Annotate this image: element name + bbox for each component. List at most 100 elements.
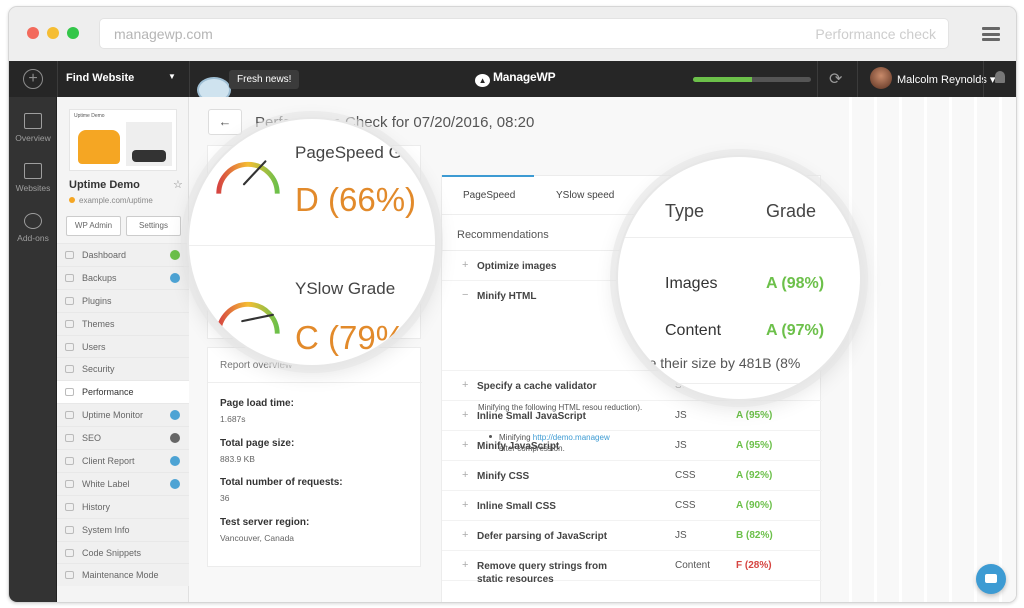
address-bar[interactable]: managewp.com Performance check: [99, 18, 949, 49]
detail-link[interactable]: http://demo.managew: [532, 433, 610, 442]
recommendation-type: CSS: [675, 470, 696, 481]
app-topbar: + Find Website ▼ Fresh news! ▲ ManageWP ⟳…: [9, 61, 1016, 103]
add-website-button[interactable]: +: [23, 69, 43, 89]
refresh-icon[interactable]: ⟳: [829, 71, 843, 88]
star-icon[interactable]: ☆: [173, 179, 183, 191]
settings-badge-icon[interactable]: [170, 478, 180, 489]
settings-badge-icon[interactable]: [170, 456, 180, 467]
rail-item-addons[interactable]: Add-ons: [9, 213, 57, 243]
recommendation-grade: F (28%): [736, 560, 772, 571]
rail-item-websites[interactable]: Websites: [9, 163, 57, 193]
hamburger-menu-icon[interactable]: [982, 27, 1000, 41]
recommendation-row[interactable]: + Inline Small CSS CSS A (90%): [442, 491, 822, 521]
settings-badge-icon[interactable]: [170, 272, 180, 283]
sidebar-item-label: Dashboard: [82, 250, 127, 260]
logo-mark-icon: ▲: [475, 74, 490, 87]
sidebar-item-code-snippets[interactable]: Code Snippets: [57, 540, 189, 564]
browser-chrome: managewp.com Performance check: [9, 7, 1016, 61]
back-button[interactable]: ←: [208, 109, 242, 135]
sidebar-item-dashboard[interactable]: Dashboard: [57, 243, 189, 266]
close-window-button[interactable]: [27, 27, 39, 39]
site-name: Uptime Demo: [69, 179, 140, 191]
settings-button[interactable]: Settings: [126, 216, 181, 236]
site-url-text: example.com/uptime: [79, 196, 153, 205]
sidebar-item-label: White Label: [82, 478, 130, 489]
user-menu[interactable]: Malcolm Reynolds ▾: [897, 74, 996, 86]
overview-label: Page load time:: [220, 398, 294, 409]
divider: [57, 61, 58, 97]
recommendation-row[interactable]: + Inline Small JavaScript JS A (95%): [442, 401, 822, 431]
system-info-icon: [65, 525, 74, 534]
minimize-window-button[interactable]: [47, 27, 59, 39]
site-url[interactable]: example.com/uptime: [69, 196, 153, 205]
rail-label: Add-ons: [17, 233, 49, 243]
overview-label: Total number of requests:: [220, 477, 343, 488]
overview-label: Total page size:: [220, 438, 295, 449]
recommendation-grade: A (92%): [736, 470, 773, 481]
history-icon: [65, 502, 74, 511]
chat-button[interactable]: [976, 564, 1006, 594]
sidebar-item-security[interactable]: Security: [57, 357, 189, 381]
sidebar-item-uptime-monitor[interactable]: Uptime Monitor: [57, 403, 189, 427]
maximize-window-button[interactable]: [67, 27, 79, 39]
recommendation-row[interactable]: + Minify JavaScript JS A (95%): [442, 431, 822, 461]
expand-toggle-icon: +: [462, 439, 469, 451]
recommendation-row[interactable]: + Defer parsing of JavaScript JS B (82%): [442, 521, 822, 551]
recommendation-row[interactable]: + Remove query strings from static resour…: [442, 551, 822, 585]
sidebar-item-client-report[interactable]: Client Report: [57, 449, 189, 472]
sidebar-item-white-label[interactable]: White Label: [57, 471, 189, 495]
divider: [857, 61, 858, 97]
chevron-down-icon: ▼: [168, 72, 176, 81]
overview-value: 1.687s: [220, 414, 246, 424]
rail-item-overview[interactable]: Overview: [9, 113, 57, 143]
white-label-icon: [65, 479, 74, 488]
expand-toggle-icon: −: [462, 289, 469, 301]
sidebar-item-backups[interactable]: Backups: [57, 265, 189, 289]
tab-pagespeed[interactable]: PageSpeed: [442, 175, 534, 201]
settings-badge-icon[interactable]: [170, 410, 180, 421]
backups-icon: [65, 273, 74, 282]
site-thumbnail[interactable]: Uptime Demo: [69, 109, 177, 171]
settings-badge-icon[interactable]: [170, 433, 180, 444]
recommendation-grade: A (95%): [736, 410, 773, 421]
notifications-bell-icon[interactable]: [995, 71, 1005, 83]
settings-badge-icon[interactable]: [170, 250, 180, 260]
sidebar-item-performance[interactable]: Performance: [57, 380, 189, 404]
managewp-logo: ▲ ManageWP: [475, 70, 556, 87]
recommendations-heading: Recommendations: [457, 229, 549, 241]
tab-yslow[interactable]: YSlow speed: [556, 190, 615, 201]
sidebar-item-maintenance-mode[interactable]: Maintenance Mode: [57, 563, 189, 587]
sidebar-item-seo[interactable]: SEO: [57, 426, 189, 450]
zoom-detail-text: duce their size by 481B (8%: [626, 355, 801, 371]
overview-value: Vancouver, Canada: [220, 533, 295, 543]
recommendation-name: Minify CSS: [477, 471, 530, 482]
zoom-type: Images: [665, 275, 718, 292]
zoom-grade: A (98%): [766, 275, 825, 292]
expand-toggle-icon: +: [462, 379, 469, 391]
sidebar-item-label: Maintenance Mode: [82, 570, 159, 581]
zoom-type: Content: [665, 322, 722, 339]
report-overview-title: Report overview: [220, 360, 293, 371]
sidebar-item-themes[interactable]: Themes: [57, 311, 189, 335]
site-sidebar: Uptime Demo Uptime Demo ☆ example.com/up…: [57, 97, 189, 602]
wp-admin-button[interactable]: WP Admin: [66, 216, 121, 236]
seo-icon: [65, 434, 74, 443]
sidebar-item-plugins[interactable]: Plugins: [57, 288, 189, 312]
recommendation-name: Defer parsing of JavaScript: [477, 531, 608, 542]
code-snippets-icon: [65, 548, 74, 557]
overview-label: Test server region:: [220, 517, 310, 528]
report-overview: Report overview Page load time: 1.687s T…: [207, 347, 422, 567]
recommendation-name: Optimize images: [477, 261, 557, 272]
find-website-dropdown[interactable]: Find Website: [66, 72, 135, 84]
main-nav-rail: Overview Websites Add-ons: [9, 97, 57, 602]
detail-prefix: Minifying: [499, 433, 533, 442]
sidebar-item-users[interactable]: Users: [57, 334, 189, 358]
recommendation-name: Remove query strings from static resourc…: [477, 561, 608, 585]
sidebar-item-system-info[interactable]: System Info: [57, 517, 189, 541]
sidebar-item-history[interactable]: History: [57, 494, 189, 518]
recommendation-row[interactable]: + Minify CSS CSS A (92%): [442, 461, 822, 491]
avatar[interactable]: [870, 67, 892, 89]
themes-icon: [65, 319, 74, 328]
fresh-news-button[interactable]: Fresh news!: [229, 70, 300, 89]
grade-column-header: Grade: [766, 201, 817, 221]
